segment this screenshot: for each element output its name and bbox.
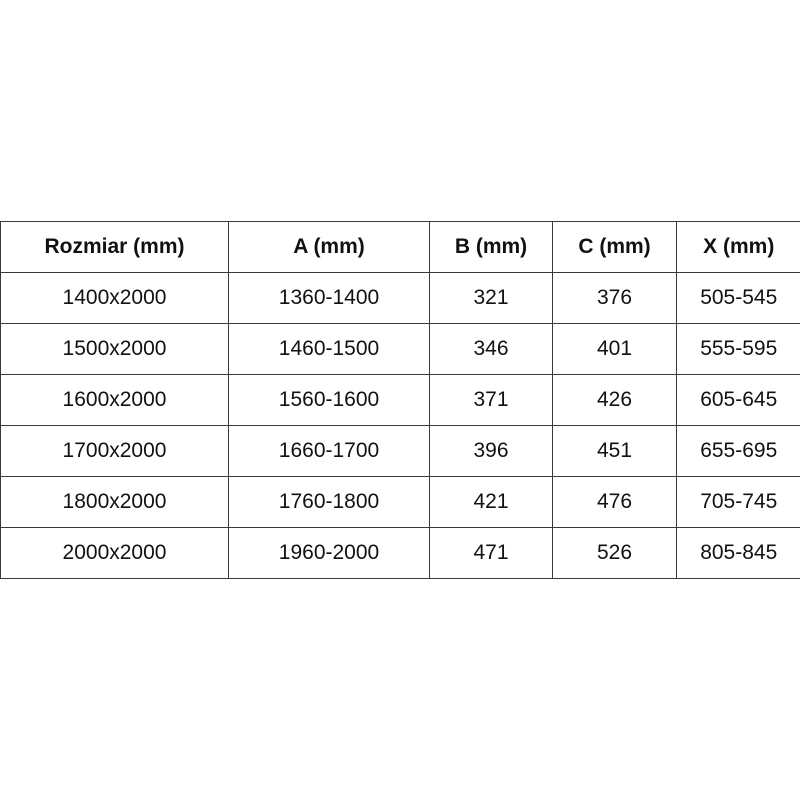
cell-a: 1460-1500 (228, 323, 430, 375)
cell-a: 1760-1800 (228, 476, 430, 528)
cell-x: 555-595 (676, 323, 800, 375)
cell-size: 1600x2000 (0, 374, 229, 426)
cell-x: 505-545 (676, 272, 800, 324)
cell-size: 2000x2000 (0, 527, 229, 579)
cell-b: 421 (429, 476, 553, 528)
cell-a: 1960-2000 (228, 527, 430, 579)
cell-a: 1360-1400 (228, 272, 430, 324)
cell-size: 1500x2000 (0, 323, 229, 375)
dimensions-table: Rozmiar (mm) A (mm) B (mm) C (mm) X (mm)… (0, 221, 800, 579)
cell-x: 655-695 (676, 425, 800, 477)
cell-c: 426 (552, 374, 677, 426)
table-row: 1400x2000 1360-1400 321 376 505-545 (0, 272, 800, 324)
cell-b: 321 (429, 272, 553, 324)
cell-size: 1400x2000 (0, 272, 229, 324)
cell-b: 471 (429, 527, 553, 579)
cell-c: 401 (552, 323, 677, 375)
cell-a: 1560-1600 (228, 374, 430, 426)
table-row: 1700x2000 1660-1700 396 451 655-695 (0, 425, 800, 477)
cell-c: 451 (552, 425, 677, 477)
header-a: A (mm) (228, 221, 430, 273)
cell-size: 1700x2000 (0, 425, 229, 477)
header-c: C (mm) (552, 221, 677, 273)
table-row: 1800x2000 1760-1800 421 476 705-745 (0, 476, 800, 528)
cell-c: 476 (552, 476, 677, 528)
table-row: 2000x2000 1960-2000 471 526 805-845 (0, 527, 800, 579)
table-row: 1600x2000 1560-1600 371 426 605-645 (0, 374, 800, 426)
cell-b: 396 (429, 425, 553, 477)
cell-c: 376 (552, 272, 677, 324)
table-row: 1500x2000 1460-1500 346 401 555-595 (0, 323, 800, 375)
cell-x: 705-745 (676, 476, 800, 528)
cell-size: 1800x2000 (0, 476, 229, 528)
header-row: Rozmiar (mm) A (mm) B (mm) C (mm) X (mm) (0, 221, 800, 273)
cell-x: 805-845 (676, 527, 800, 579)
header-x: X (mm) (676, 221, 800, 273)
header-size: Rozmiar (mm) (0, 221, 229, 273)
cell-b: 346 (429, 323, 553, 375)
cell-a: 1660-1700 (228, 425, 430, 477)
cell-x: 605-645 (676, 374, 800, 426)
cell-b: 371 (429, 374, 553, 426)
cell-c: 526 (552, 527, 677, 579)
header-b: B (mm) (429, 221, 553, 273)
